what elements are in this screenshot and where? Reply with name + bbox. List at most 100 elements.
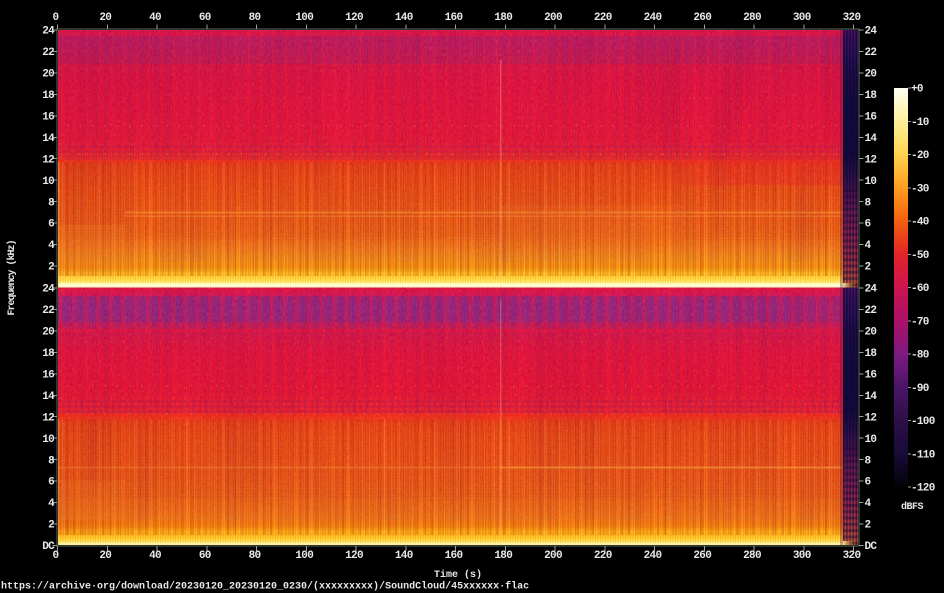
svg-text:0: 0 (53, 550, 59, 562)
svg-text:18: 18 (865, 348, 878, 360)
svg-text:20: 20 (865, 327, 877, 339)
svg-text:-40: -40 (911, 217, 929, 229)
svg-text:24: 24 (42, 26, 55, 38)
svg-text:2: 2 (48, 262, 54, 274)
svg-text:6: 6 (48, 219, 54, 231)
svg-text:-80: -80 (911, 350, 929, 362)
svg-text:16: 16 (42, 111, 54, 123)
svg-text:8: 8 (48, 455, 55, 467)
svg-text:18: 18 (42, 348, 55, 360)
svg-text:140: 140 (395, 12, 413, 24)
svg-text:-60: -60 (911, 283, 929, 295)
svg-text:2: 2 (865, 262, 871, 274)
svg-text:20: 20 (99, 550, 111, 562)
svg-text:20: 20 (42, 69, 54, 81)
svg-text:60: 60 (199, 12, 211, 24)
svg-text:4: 4 (48, 240, 55, 252)
svg-text:40: 40 (149, 12, 161, 24)
svg-text:180: 180 (494, 550, 512, 562)
svg-text:-20: -20 (911, 150, 929, 162)
svg-text:-100: -100 (911, 416, 935, 428)
svg-text:14: 14 (865, 391, 878, 403)
svg-text:6: 6 (865, 219, 871, 231)
svg-text:160: 160 (445, 550, 463, 562)
svg-text:-90: -90 (911, 383, 929, 395)
svg-text:60: 60 (199, 550, 211, 562)
svg-text:8: 8 (865, 197, 872, 209)
svg-text:-120: -120 (911, 483, 935, 495)
svg-text:160: 160 (445, 12, 463, 24)
svg-text:-30: -30 (911, 183, 929, 195)
svg-text:20: 20 (99, 12, 111, 24)
svg-text:12: 12 (865, 154, 877, 166)
svg-text:-50: -50 (911, 250, 929, 262)
svg-text:260: 260 (693, 12, 711, 24)
svg-text:300: 300 (793, 550, 811, 562)
svg-text:24: 24 (865, 26, 878, 38)
svg-text:240: 240 (644, 12, 662, 24)
svg-text:-10: -10 (911, 117, 929, 129)
svg-text:dBFS: dBFS (901, 501, 924, 513)
svg-text:80: 80 (249, 550, 261, 562)
svg-text:2: 2 (865, 520, 871, 532)
svg-text:240: 240 (644, 550, 662, 562)
svg-text:12: 12 (42, 154, 54, 166)
svg-text:4: 4 (865, 498, 872, 510)
svg-text:18: 18 (42, 90, 55, 102)
svg-text:100: 100 (295, 12, 313, 24)
svg-text:10: 10 (42, 434, 54, 446)
svg-text:20: 20 (42, 327, 54, 339)
svg-text:14: 14 (865, 133, 878, 145)
svg-text:280: 280 (743, 12, 761, 24)
svg-text:https://archive·org/download/2: https://archive·org/download/20230120_20… (1, 581, 529, 593)
svg-text:100: 100 (295, 550, 313, 562)
svg-text:Time (s): Time (s) (434, 569, 482, 581)
svg-text:12: 12 (42, 412, 54, 424)
svg-text:320: 320 (843, 550, 861, 562)
svg-text:0: 0 (53, 12, 59, 24)
svg-text:280: 280 (743, 550, 761, 562)
svg-text:120: 120 (345, 550, 363, 562)
svg-text:22: 22 (42, 47, 54, 59)
svg-text:4: 4 (865, 240, 872, 252)
svg-text:200: 200 (544, 550, 562, 562)
svg-text:10: 10 (42, 176, 54, 188)
svg-text:24: 24 (865, 284, 878, 296)
svg-text:6: 6 (48, 477, 54, 489)
svg-text:300: 300 (793, 12, 811, 24)
svg-text:14: 14 (42, 391, 55, 403)
svg-text:6: 6 (865, 477, 871, 489)
svg-text:320: 320 (843, 12, 861, 24)
svg-text:4: 4 (48, 498, 55, 510)
svg-text:220: 220 (594, 12, 612, 24)
svg-text:18: 18 (865, 90, 878, 102)
svg-text:DC: DC (865, 541, 878, 553)
svg-text:10: 10 (865, 434, 877, 446)
svg-text:2: 2 (48, 520, 54, 532)
svg-text:22: 22 (865, 47, 877, 59)
svg-text:Frequency (kHz): Frequency (kHz) (6, 240, 18, 315)
svg-text:8: 8 (865, 455, 872, 467)
svg-text:120: 120 (345, 12, 363, 24)
svg-text:22: 22 (865, 305, 877, 317)
svg-text:-70: -70 (911, 316, 929, 328)
svg-text:14: 14 (42, 133, 55, 145)
svg-text:-110: -110 (911, 449, 935, 461)
svg-text:12: 12 (865, 412, 877, 424)
svg-text:16: 16 (42, 369, 54, 381)
svg-text:10: 10 (865, 176, 877, 188)
svg-text:40: 40 (149, 550, 161, 562)
svg-text:180: 180 (494, 12, 512, 24)
svg-text:8: 8 (48, 197, 55, 209)
svg-text:16: 16 (865, 111, 877, 123)
svg-text:140: 140 (395, 550, 413, 562)
svg-text:20: 20 (865, 69, 877, 81)
svg-text:+0: +0 (911, 84, 923, 96)
svg-text:24: 24 (42, 284, 55, 296)
svg-text:DC: DC (42, 541, 55, 553)
svg-text:16: 16 (865, 369, 877, 381)
svg-text:220: 220 (594, 550, 612, 562)
svg-text:22: 22 (42, 305, 54, 317)
svg-text:200: 200 (544, 12, 562, 24)
svg-text:80: 80 (249, 12, 261, 24)
